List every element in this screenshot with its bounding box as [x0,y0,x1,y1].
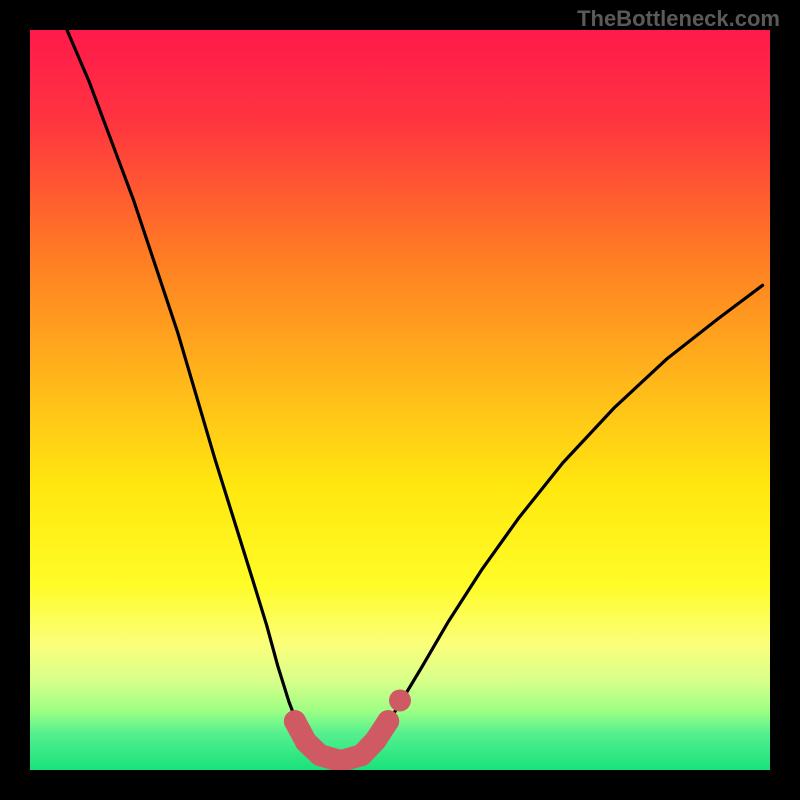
chart-frame [0,0,800,800]
marker-dot [377,710,399,732]
watermark-text: TheBottleneck.com [577,6,780,32]
marker-dot [309,744,331,766]
marker-dot [389,689,411,711]
chart-background [30,30,770,770]
marker-dot [365,729,387,751]
chart-stage: TheBottleneck.com [0,0,800,800]
bottleneck-line-chart [30,30,770,770]
marker-dot [284,710,306,732]
